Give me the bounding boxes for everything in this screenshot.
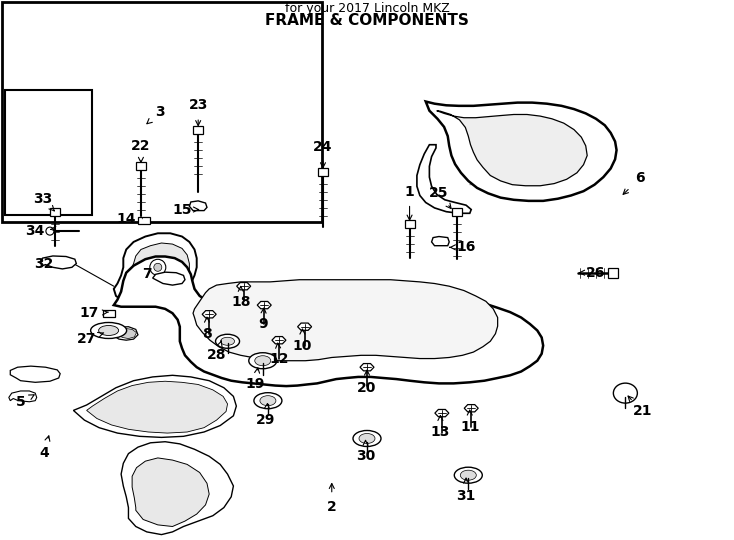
Polygon shape bbox=[417, 145, 471, 213]
Text: 34: 34 bbox=[26, 224, 45, 238]
Polygon shape bbox=[2, 2, 322, 222]
Text: 28: 28 bbox=[207, 348, 226, 362]
Text: 23: 23 bbox=[189, 98, 208, 112]
Circle shape bbox=[46, 227, 54, 235]
Text: 31: 31 bbox=[457, 489, 476, 503]
Ellipse shape bbox=[90, 322, 127, 339]
Polygon shape bbox=[10, 366, 60, 382]
Polygon shape bbox=[87, 381, 228, 433]
Polygon shape bbox=[464, 404, 479, 412]
Text: 8: 8 bbox=[202, 327, 212, 341]
Polygon shape bbox=[426, 102, 617, 201]
Bar bbox=[136, 163, 146, 170]
Text: FRAME & COMPONENTS: FRAME & COMPONENTS bbox=[265, 13, 469, 28]
Polygon shape bbox=[257, 301, 272, 309]
Polygon shape bbox=[114, 233, 197, 307]
Text: 29: 29 bbox=[256, 413, 275, 427]
Text: 13: 13 bbox=[431, 425, 450, 439]
Bar bbox=[318, 168, 328, 176]
Ellipse shape bbox=[249, 353, 277, 369]
Text: 3: 3 bbox=[155, 105, 165, 119]
Polygon shape bbox=[114, 327, 138, 340]
Polygon shape bbox=[437, 111, 587, 186]
Text: 22: 22 bbox=[131, 139, 150, 153]
Ellipse shape bbox=[359, 434, 375, 443]
Text: 6: 6 bbox=[635, 171, 645, 185]
Ellipse shape bbox=[460, 470, 476, 480]
Polygon shape bbox=[153, 272, 185, 285]
Text: 14: 14 bbox=[117, 212, 136, 226]
Text: 32: 32 bbox=[34, 256, 54, 271]
Polygon shape bbox=[73, 375, 236, 437]
Polygon shape bbox=[236, 282, 251, 290]
Text: 30: 30 bbox=[356, 449, 375, 463]
Polygon shape bbox=[9, 391, 37, 402]
Text: 20: 20 bbox=[357, 381, 377, 395]
Polygon shape bbox=[297, 323, 312, 330]
Text: 15: 15 bbox=[172, 202, 192, 217]
Polygon shape bbox=[189, 201, 207, 211]
Text: 18: 18 bbox=[231, 295, 250, 309]
Text: 1: 1 bbox=[404, 185, 415, 199]
Polygon shape bbox=[193, 280, 498, 361]
Polygon shape bbox=[5, 90, 92, 215]
Text: 27: 27 bbox=[77, 332, 96, 346]
Bar bbox=[138, 217, 150, 224]
Bar bbox=[404, 220, 415, 228]
Text: 7: 7 bbox=[142, 267, 152, 281]
Polygon shape bbox=[202, 310, 217, 318]
Ellipse shape bbox=[254, 393, 282, 409]
Circle shape bbox=[150, 259, 166, 275]
Text: 4: 4 bbox=[39, 446, 49, 460]
Bar bbox=[193, 126, 203, 133]
Bar bbox=[608, 268, 618, 278]
Ellipse shape bbox=[216, 334, 239, 348]
Polygon shape bbox=[272, 336, 286, 344]
Text: 10: 10 bbox=[293, 339, 312, 353]
Polygon shape bbox=[432, 237, 449, 246]
Text: 17: 17 bbox=[80, 306, 99, 320]
Bar bbox=[50, 208, 60, 215]
Polygon shape bbox=[435, 409, 449, 417]
Polygon shape bbox=[123, 243, 189, 300]
Text: 9: 9 bbox=[258, 317, 268, 331]
Ellipse shape bbox=[255, 356, 271, 366]
Text: 26: 26 bbox=[586, 266, 606, 280]
Polygon shape bbox=[121, 442, 233, 535]
Polygon shape bbox=[132, 458, 209, 526]
Ellipse shape bbox=[454, 467, 482, 483]
Text: 19: 19 bbox=[246, 377, 265, 392]
Text: 2: 2 bbox=[327, 500, 337, 514]
Text: 33: 33 bbox=[33, 192, 52, 206]
Text: for your 2017 Lincoln MKZ: for your 2017 Lincoln MKZ bbox=[285, 2, 449, 15]
Text: 12: 12 bbox=[269, 352, 288, 366]
Ellipse shape bbox=[220, 338, 235, 345]
Ellipse shape bbox=[260, 396, 276, 406]
Polygon shape bbox=[360, 363, 374, 371]
Circle shape bbox=[154, 264, 161, 271]
Polygon shape bbox=[40, 256, 76, 269]
Text: 21: 21 bbox=[633, 404, 652, 418]
Text: 25: 25 bbox=[429, 186, 448, 200]
Ellipse shape bbox=[353, 430, 381, 447]
Text: 5: 5 bbox=[15, 395, 26, 409]
Polygon shape bbox=[114, 256, 543, 386]
Text: 11: 11 bbox=[460, 420, 479, 434]
Ellipse shape bbox=[98, 326, 119, 335]
Ellipse shape bbox=[614, 383, 637, 403]
Polygon shape bbox=[116, 328, 137, 339]
Bar bbox=[451, 208, 462, 215]
Text: 16: 16 bbox=[457, 240, 476, 254]
Bar bbox=[103, 309, 115, 317]
Text: 24: 24 bbox=[313, 140, 333, 154]
